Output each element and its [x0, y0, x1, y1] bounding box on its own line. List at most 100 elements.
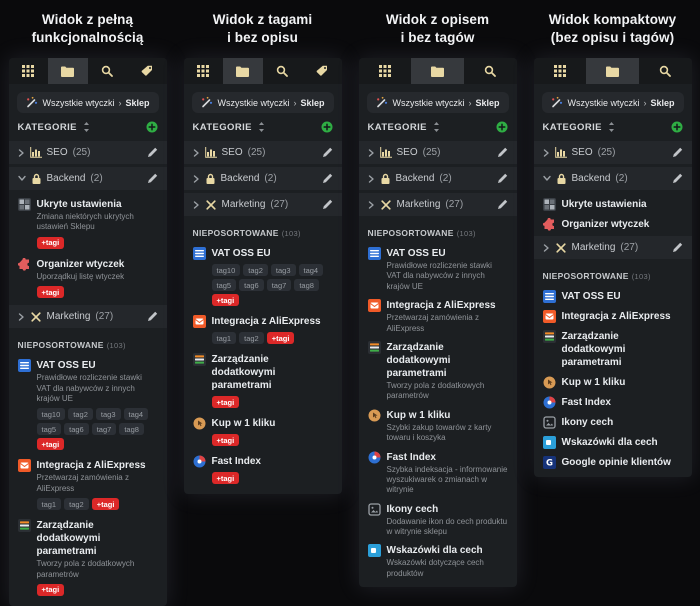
- toolbar-tab-folder[interactable]: [586, 58, 639, 84]
- edit-category-button[interactable]: [497, 173, 508, 184]
- plugin-item[interactable]: Wskazówki dla cech: [534, 431, 692, 451]
- plugin-item[interactable]: Zarządzanie dodatkowymi parametrami +tagi: [184, 348, 342, 412]
- edit-category-button[interactable]: [672, 242, 683, 253]
- tag-pill[interactable]: tag5: [211, 279, 237, 291]
- sort-button[interactable]: [432, 122, 441, 132]
- plugin-item[interactable]: G Google opinie klientów: [534, 451, 692, 471]
- toolbar-tab-search[interactable]: [639, 58, 692, 84]
- breadcrumb[interactable]: Wszystkie wtyczki › Sklep: [191, 92, 334, 113]
- category-row-marketing[interactable]: Marketing (27): [533, 236, 692, 259]
- toolbar-tab-grid[interactable]: [534, 58, 587, 84]
- add-category-button[interactable]: [496, 121, 508, 133]
- add-category-button[interactable]: [671, 121, 683, 133]
- category-row-seo[interactable]: SEO (25): [8, 141, 167, 164]
- sort-button[interactable]: [607, 122, 616, 132]
- plugin-item[interactable]: Ikony cech Dodawanie ikon do cech produkt…: [359, 498, 517, 540]
- edit-category-button[interactable]: [672, 147, 683, 158]
- plugin-item[interactable]: Fast Index +tagi: [184, 450, 342, 488]
- category-row-seo[interactable]: SEO (25): [183, 141, 342, 164]
- more-tags-pill[interactable]: +tagi: [211, 434, 240, 446]
- plugin-item[interactable]: VAT OSS EU Prawidłowe rozliczenie stawki …: [359, 242, 517, 294]
- tag-pill[interactable]: tag2: [68, 408, 93, 421]
- plugin-item[interactable]: Fast Index Szybka indeksacja - informowan…: [359, 446, 517, 498]
- tag-pill[interactable]: tag6: [239, 279, 264, 291]
- category-row-marketing[interactable]: Marketing (27): [358, 193, 517, 216]
- more-tags-pill[interactable]: +tagi: [36, 236, 65, 249]
- tag-pill[interactable]: tag10: [36, 408, 66, 421]
- category-row-backend[interactable]: Backend (2): [8, 167, 167, 190]
- more-tags-pill[interactable]: +tagi: [36, 286, 65, 299]
- tag-pill[interactable]: tag3: [270, 264, 296, 276]
- tag-pill[interactable]: tag8: [119, 423, 144, 436]
- add-category-button[interactable]: [146, 121, 158, 133]
- toolbar-tab-grid[interactable]: [9, 58, 49, 84]
- plugin-item[interactable]: Ukryte ustawienia: [534, 193, 692, 213]
- more-tags-pill[interactable]: +tagi: [36, 583, 65, 596]
- more-tags-pill[interactable]: +tagi: [211, 396, 240, 408]
- tag-pill[interactable]: tag2: [243, 264, 268, 276]
- category-row-backend[interactable]: Backend (2): [183, 167, 342, 190]
- tag-pill[interactable]: tag4: [298, 264, 324, 276]
- toolbar-tab-folder[interactable]: [48, 58, 88, 84]
- plugin-item[interactable]: Kup w 1 kliku: [534, 371, 692, 391]
- plugin-item[interactable]: Integracja z AliExpress Przetwarzaj zamów…: [359, 294, 517, 336]
- more-tags-pill[interactable]: +tagi: [266, 332, 295, 344]
- toolbar-tab-search[interactable]: [464, 58, 517, 84]
- category-row-seo[interactable]: SEO (25): [533, 141, 692, 164]
- plugin-item[interactable]: Integracja z AliExpress Przetwarzaj zamów…: [9, 454, 167, 514]
- tag-pill[interactable]: tag6: [64, 423, 89, 436]
- plugin-item[interactable]: Kup w 1 kliku +tagi: [184, 412, 342, 450]
- tag-pill[interactable]: tag10: [211, 264, 241, 276]
- plugin-item[interactable]: Zarządzanie dodatkowymi parametrami: [534, 325, 692, 371]
- toolbar-tab-grid[interactable]: [184, 58, 224, 84]
- sort-button[interactable]: [82, 122, 91, 132]
- tag-pill[interactable]: tag3: [95, 408, 121, 421]
- plugin-item[interactable]: Kup w 1 kliku Szybki zakup towarów z kart…: [359, 404, 517, 446]
- plugin-item[interactable]: Zarządzanie dodatkowymi parametrami Tworz…: [359, 336, 517, 404]
- category-row-marketing[interactable]: Marketing (27): [183, 193, 342, 216]
- tag-pill[interactable]: tag1: [211, 332, 237, 344]
- plugin-item[interactable]: Zarządzanie dodatkowymi parametrami Tworz…: [9, 514, 167, 600]
- plugin-item[interactable]: Integracja z AliExpress: [534, 305, 692, 325]
- plugin-item[interactable]: Fast Index: [534, 391, 692, 411]
- more-tags-pill[interactable]: +tagi: [211, 294, 240, 306]
- edit-category-button[interactable]: [322, 147, 333, 158]
- plugin-item[interactable]: VAT OSS EU: [534, 285, 692, 305]
- toolbar-tab-folder[interactable]: [411, 58, 464, 84]
- tag-pill[interactable]: tag8: [294, 279, 319, 291]
- category-row-marketing[interactable]: Marketing (27): [8, 305, 167, 329]
- edit-category-button[interactable]: [497, 147, 508, 158]
- tag-pill[interactable]: tag4: [123, 408, 149, 421]
- add-category-button[interactable]: [321, 121, 333, 133]
- plugin-item[interactable]: Integracja z AliExpress tag1 tag2 +tagi: [184, 310, 342, 348]
- more-tags-pill[interactable]: +tagi: [211, 472, 240, 484]
- toolbar-tab-folder[interactable]: [223, 58, 263, 84]
- plugin-item[interactable]: VAT OSS EU Prawidłowe rozliczenie stawki …: [9, 354, 167, 454]
- toolbar-tab-grid[interactable]: [359, 58, 412, 84]
- toolbar-tab-tag[interactable]: [302, 58, 342, 84]
- sort-button[interactable]: [257, 122, 266, 132]
- tag-pill[interactable]: tag7: [266, 279, 292, 291]
- toolbar-tab-search[interactable]: [88, 58, 128, 84]
- breadcrumb[interactable]: Wszystkie wtyczki › Sklep: [16, 92, 159, 113]
- tag-pill[interactable]: tag5: [36, 423, 62, 436]
- category-row-backend[interactable]: Backend (2): [358, 167, 517, 190]
- plugin-item[interactable]: Organizer wtyczek: [534, 213, 692, 233]
- breadcrumb[interactable]: Wszystkie wtyczki › Sklep: [366, 92, 509, 113]
- edit-category-button[interactable]: [147, 147, 158, 158]
- edit-category-button[interactable]: [147, 173, 158, 184]
- plugin-item[interactable]: Organizer wtyczek Uporządkuj listę wtycze…: [9, 253, 167, 302]
- toolbar-tab-tag[interactable]: [127, 58, 167, 84]
- edit-category-button[interactable]: [322, 199, 333, 210]
- plugin-item[interactable]: Ikony cech: [534, 411, 692, 431]
- tag-pill[interactable]: tag2: [239, 332, 264, 344]
- edit-category-button[interactable]: [672, 173, 683, 184]
- category-row-backend[interactable]: Backend (2): [533, 167, 692, 190]
- category-row-seo[interactable]: SEO (25): [358, 141, 517, 164]
- tag-pill[interactable]: tag7: [91, 423, 117, 436]
- edit-category-button[interactable]: [497, 199, 508, 210]
- more-tags-pill[interactable]: +tagi: [36, 438, 65, 451]
- plugin-item[interactable]: Ukryte ustawienia Zmiana niektórych ukryt…: [9, 193, 167, 253]
- edit-category-button[interactable]: [322, 173, 333, 184]
- edit-category-button[interactable]: [147, 311, 158, 322]
